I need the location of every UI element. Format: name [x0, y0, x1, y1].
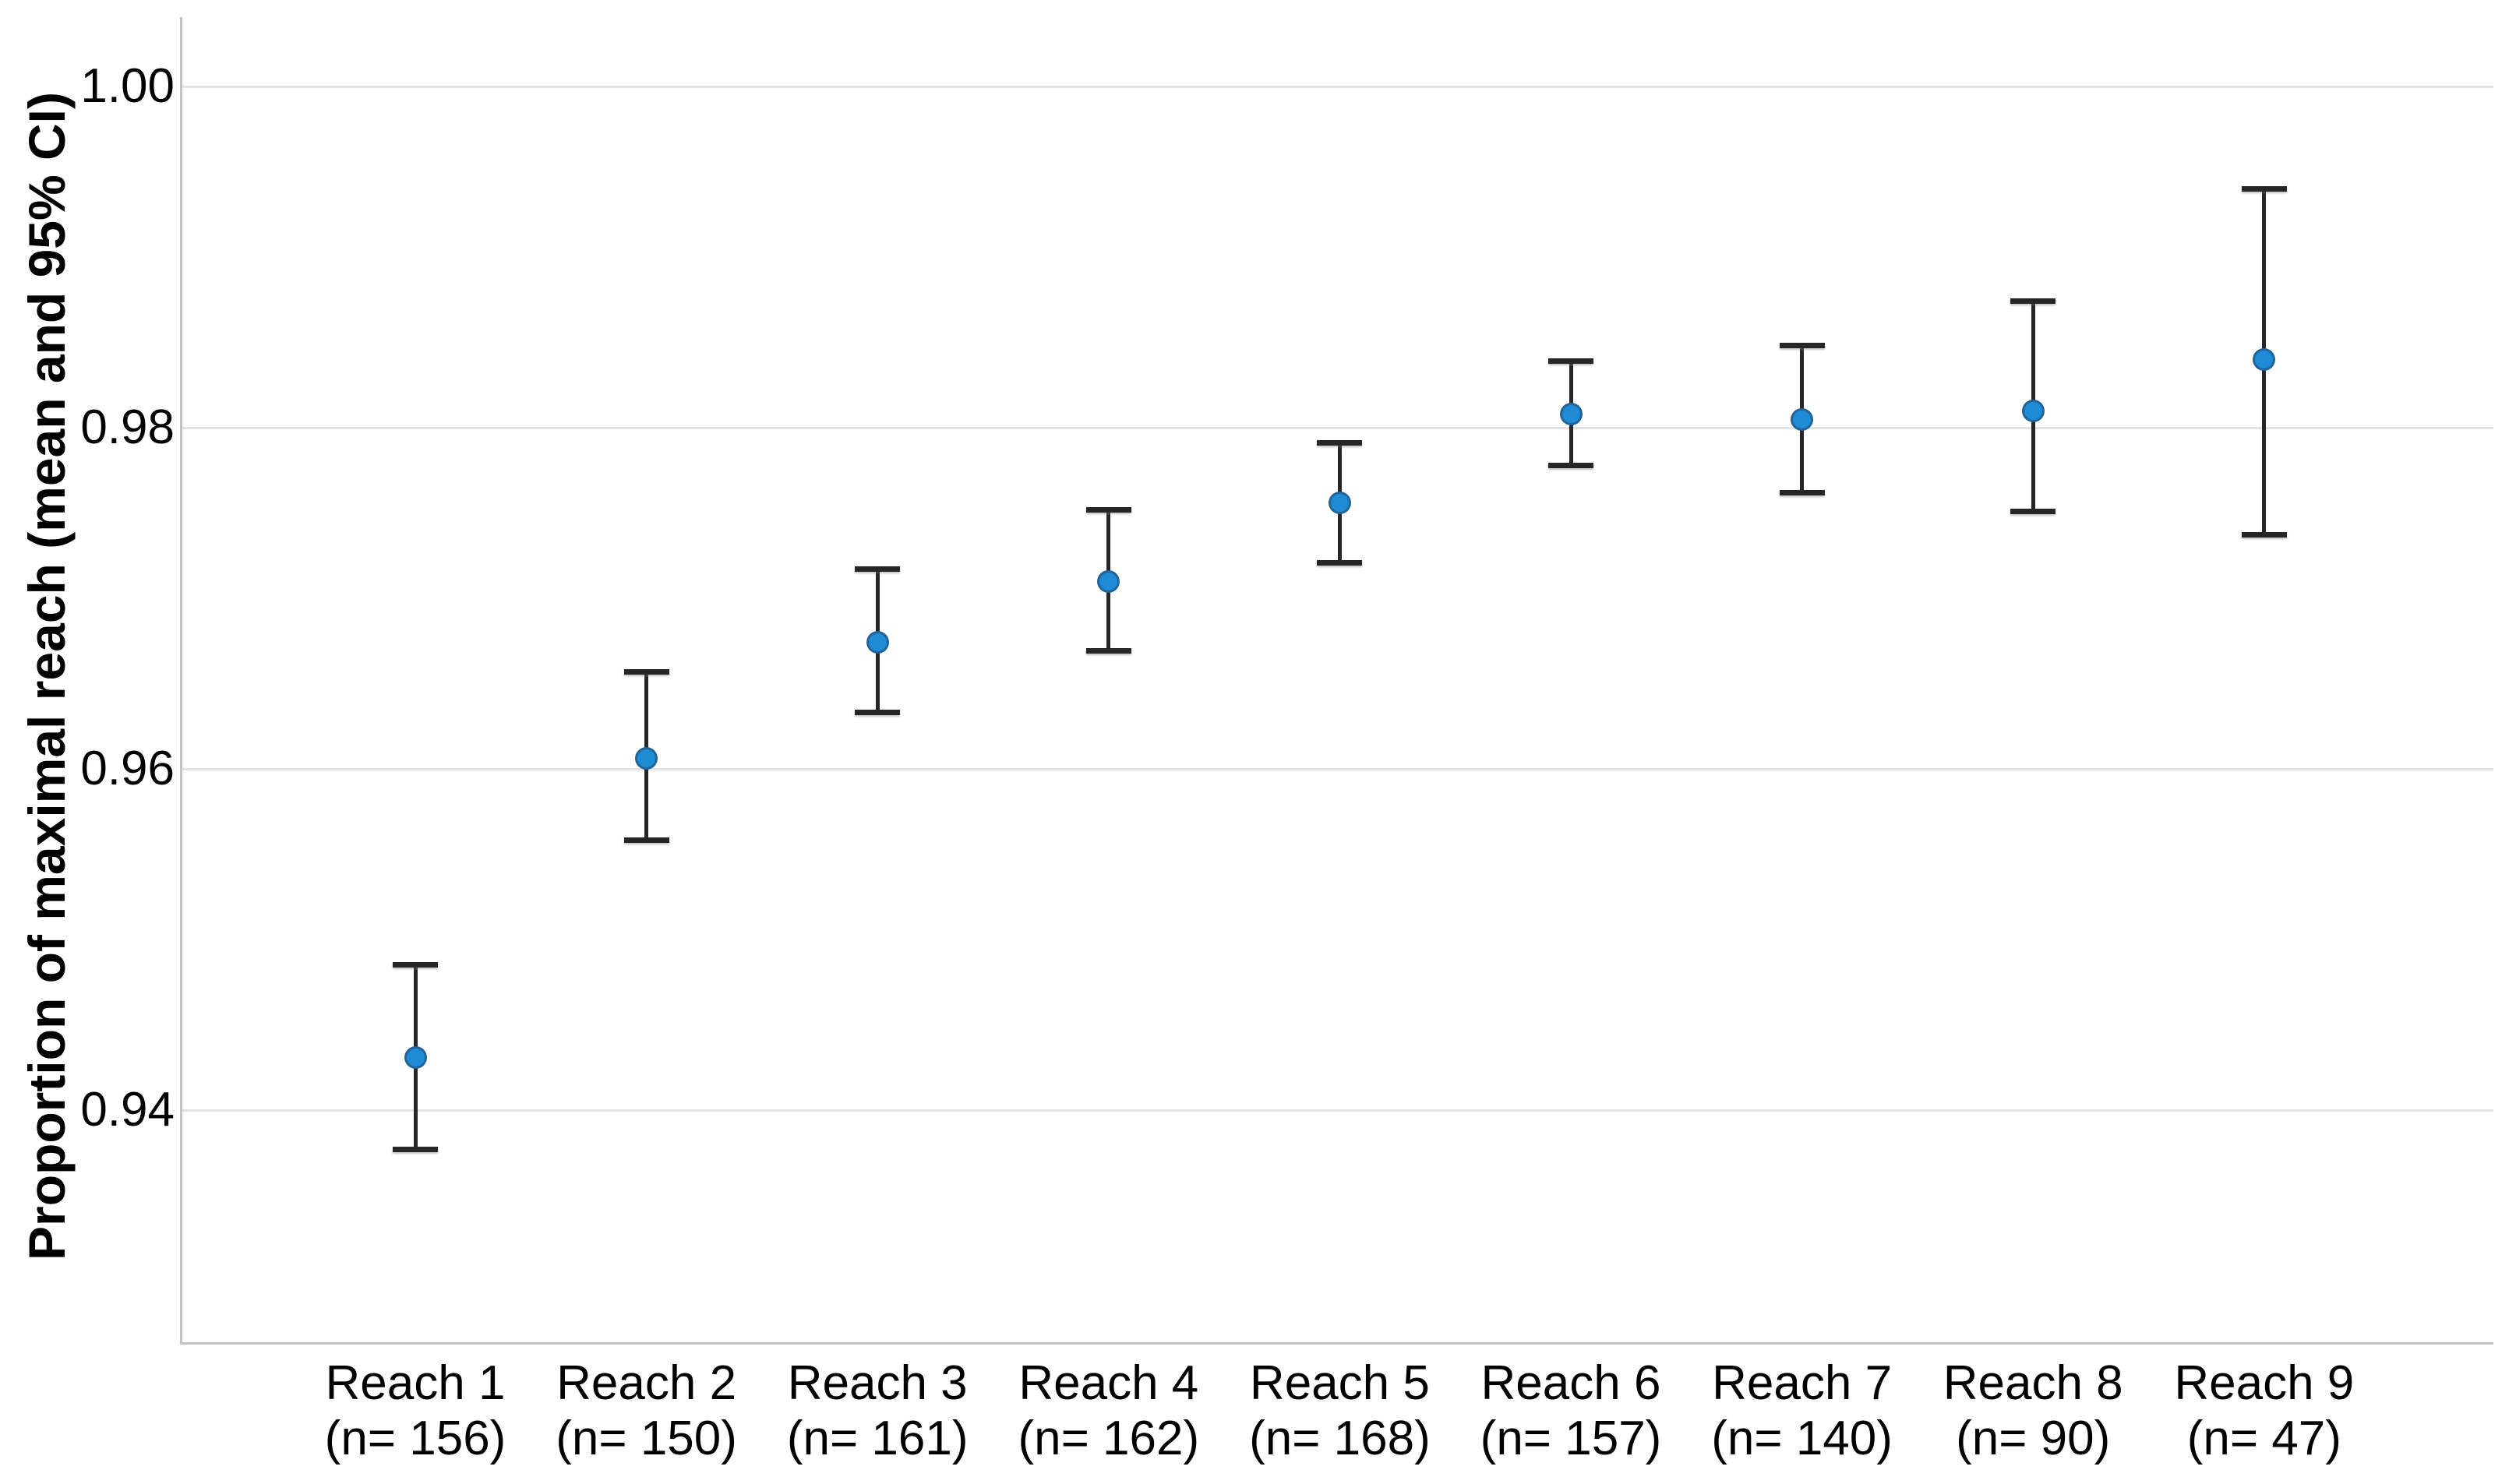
error-bar-cap-upper: [623, 668, 669, 675]
x-category-label-reach: Reach 8: [1943, 1356, 2123, 1410]
error-bar-cap-upper: [1317, 440, 1363, 446]
data-point-marker: [1328, 491, 1351, 514]
x-category-label: Reach 8 (n= 90): [1916, 1355, 2150, 1466]
x-category-label-reach: Reach 7: [1712, 1356, 1893, 1410]
x-category-label: Reach 6 (n= 157): [1454, 1355, 1688, 1466]
x-category-label-n: (n= 140): [1711, 1412, 1893, 1465]
x-category-label: Reach 4 (n= 162): [992, 1355, 1226, 1466]
x-axis-line: [180, 1342, 2493, 1345]
data-point-marker: [866, 631, 889, 654]
data-point-marker: [2253, 347, 2276, 371]
data-point-marker: [635, 747, 658, 770]
x-category-label-reach: Reach 9: [2174, 1356, 2355, 1410]
x-category-label-reach: Reach 1: [325, 1356, 506, 1410]
error-bar-cap-upper: [1085, 506, 1131, 513]
x-category-label: Reach 9 (n= 47): [2147, 1355, 2381, 1466]
error-bar-cap-lower: [1779, 489, 1825, 495]
error-bar-cap-lower: [1317, 559, 1363, 566]
error-bar-cap-lower: [393, 1146, 438, 1152]
data-point-marker: [1791, 407, 1814, 431]
y-gridline: [182, 85, 2493, 88]
error-bar-cap-upper: [2241, 185, 2287, 192]
data-point-marker: [2021, 399, 2045, 422]
x-category-label-reach: Reach 6: [1480, 1356, 1661, 1410]
y-axis-line: [180, 17, 182, 1343]
x-category-label-n: (n= 90): [1956, 1412, 2111, 1465]
y-gridline: [182, 426, 2493, 429]
x-category-label: Reach 1 (n= 156): [298, 1355, 532, 1466]
x-category-label-n: (n= 161): [786, 1412, 969, 1465]
error-bar-cap-upper: [855, 566, 901, 573]
x-category-label-n: (n= 156): [324, 1412, 506, 1465]
error-bar-cap-upper: [1779, 343, 1825, 349]
y-gridline: [182, 767, 2493, 770]
x-category-label: Reach 5 (n= 168): [1223, 1355, 1456, 1466]
y-gridline: [182, 1109, 2493, 1112]
y-tick-label: 0.98: [80, 400, 175, 454]
y-axis-title: Proportion of maximal reach (mean and 95…: [18, 91, 76, 1261]
x-category-label-n: (n= 168): [1249, 1412, 1431, 1465]
error-bar-cap-lower: [1548, 462, 1593, 468]
error-bar-cap-lower: [623, 837, 669, 844]
x-category-label-reach: Reach 4: [1018, 1356, 1199, 1410]
error-bar-cap-upper: [393, 962, 438, 968]
x-category-label-reach: Reach 5: [1249, 1356, 1430, 1410]
x-category-label-reach: Reach 2: [556, 1356, 737, 1410]
data-point-marker: [404, 1045, 427, 1069]
data-point-marker: [1097, 569, 1120, 593]
y-tick-label: 1.00: [80, 59, 175, 113]
x-category-label: Reach 2 (n= 150): [530, 1355, 764, 1466]
x-category-label-n: (n= 150): [556, 1412, 737, 1465]
x-category-label-n: (n= 47): [2186, 1412, 2341, 1465]
y-tick-label: 0.94: [80, 1083, 175, 1137]
x-category-label: Reach 7 (n= 140): [1685, 1355, 1919, 1466]
x-category-label-reach: Reach 3: [787, 1356, 968, 1410]
x-category-label-n: (n= 162): [1018, 1412, 1200, 1465]
error-bar-cap-upper: [2010, 298, 2056, 305]
x-category-label: Reach 3 (n= 161): [760, 1355, 994, 1466]
error-bar-cap-lower: [2010, 508, 2056, 514]
error-bar-cap-lower: [1085, 648, 1131, 654]
error-bar-cap-upper: [1548, 358, 1593, 365]
error-bar-cap-lower: [2241, 532, 2287, 538]
data-point-marker: [1559, 402, 1583, 425]
error-bar-cap-lower: [855, 710, 901, 716]
y-tick-label: 0.96: [80, 742, 175, 795]
x-category-label-n: (n= 157): [1480, 1412, 1662, 1465]
